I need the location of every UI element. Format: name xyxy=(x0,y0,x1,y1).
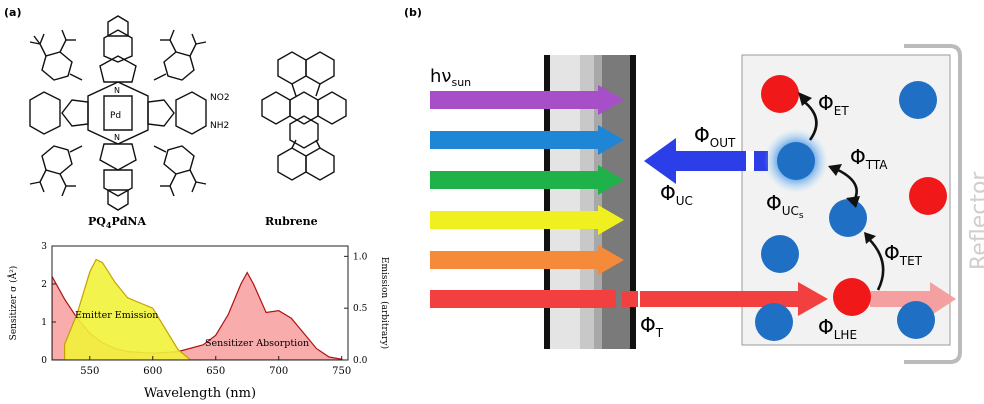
sun-arrow-shaft xyxy=(430,251,600,269)
phi-tta-label: ΦTTA xyxy=(850,145,888,172)
pq4pdna-name: PQ4PdNA xyxy=(88,215,146,230)
x-tick-label: 550 xyxy=(80,366,99,377)
y-left-tick-label: 3 xyxy=(41,242,47,252)
series-label-emitter: Emitter Emission xyxy=(75,310,158,321)
pq4pdna-structure xyxy=(29,15,207,211)
emitter-dot xyxy=(897,301,935,339)
y-right-axis-label: Emission (arbitrary) xyxy=(379,257,390,349)
pd-atom-label: Pd xyxy=(110,111,121,121)
phi-ucs-label: ΦUCs xyxy=(766,191,804,221)
sensitizer-dot xyxy=(761,75,799,113)
emitter-dot xyxy=(899,81,937,119)
x-tick-label: 650 xyxy=(206,366,225,377)
molecules xyxy=(755,75,947,341)
series-label-sensitizer: Sensitizer Absorption xyxy=(205,338,309,349)
phi-et-label: ΦET xyxy=(818,91,849,118)
emitter-dot xyxy=(777,142,815,180)
n-atom-label-bottom: N xyxy=(114,133,120,142)
phi-t-label: ΦT xyxy=(640,313,664,340)
emitter-dot xyxy=(755,303,793,341)
emitter-dot xyxy=(829,199,867,237)
sun-arrow-head xyxy=(598,165,624,195)
y-left-axis-label: Sensitizer σ (Å²) xyxy=(7,266,19,341)
sensitizer-dot xyxy=(833,278,871,316)
sensitizer-dot xyxy=(909,177,947,215)
sun-arrow-head xyxy=(598,125,624,155)
h-nu-sun-label: hνsun xyxy=(430,66,471,89)
y-right-tick-label: 0.5 xyxy=(353,304,368,314)
upconverted-output-arrow xyxy=(644,138,768,184)
reflector-bracket xyxy=(904,44,962,364)
phi-out-label: ΦOUT xyxy=(694,123,736,150)
y-left-tick-label: 2 xyxy=(41,280,47,290)
n-atom-label-top: N xyxy=(114,86,120,95)
panel-a-label: (a) xyxy=(4,6,21,19)
panel-b-label: (b) xyxy=(404,6,422,19)
no2-group-label: NO2 xyxy=(210,93,230,103)
phi-lhe-label: ΦLHE xyxy=(818,315,857,342)
emitter-dot xyxy=(761,235,799,273)
sun-arrow-shaft xyxy=(430,290,600,308)
phi-uc-label: ΦUC xyxy=(660,181,693,208)
emitter-emission-area xyxy=(63,258,192,360)
x-axis-label: Wavelength (nm) xyxy=(144,386,256,401)
plot-frame xyxy=(51,245,349,361)
x-tick-label: 700 xyxy=(269,366,288,377)
transfer-arrowheads xyxy=(798,92,876,244)
y-right-tick-label: 0.0 xyxy=(353,356,368,366)
nh2-group-label: NH2 xyxy=(210,121,229,131)
sun-arrow-shaft xyxy=(430,91,600,109)
sun-arrow-shaft xyxy=(430,131,600,149)
sun-arrow-head xyxy=(598,85,624,115)
sun-arrow-shaft xyxy=(430,211,600,229)
y-left-tick-label: 1 xyxy=(41,318,47,328)
y-right-tick-label: 1.0 xyxy=(353,252,368,262)
sun-arrow-shaft xyxy=(600,290,616,308)
x-tick-label: 750 xyxy=(332,366,351,377)
sun-arrow-head xyxy=(598,245,624,275)
spectrum-chart: 550 600 650 700 750 0 1 2 3 0.0 0.5 1.0 Emitter Emi… xyxy=(7,242,390,401)
rubrene-structure xyxy=(261,51,347,181)
sun-arrow-head xyxy=(598,205,624,235)
x-tick-label: 600 xyxy=(143,366,162,377)
sun-arrow-shaft xyxy=(430,171,600,189)
rubrene-name: Rubrene xyxy=(265,215,318,228)
phi-tet-label: ΦTET xyxy=(884,241,923,268)
sunlight-arrows xyxy=(430,85,624,308)
y-left-tick-label: 0 xyxy=(41,356,47,366)
reflector-label: Reflector xyxy=(967,171,984,270)
